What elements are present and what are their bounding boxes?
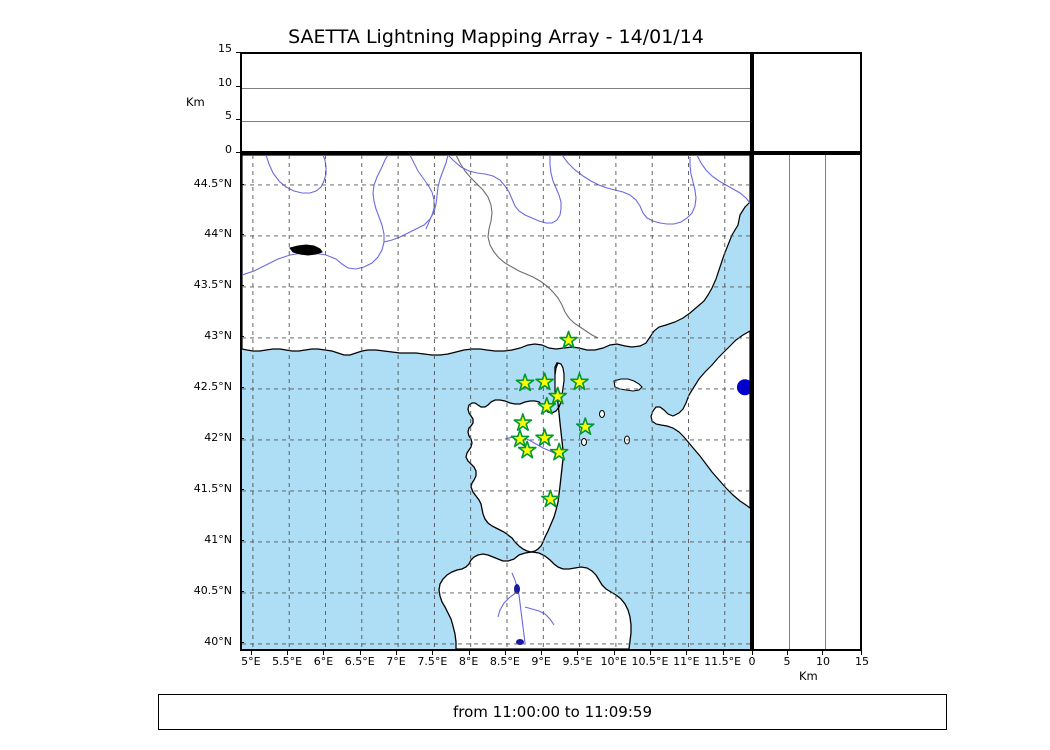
- map-ytick-43.5°N: 43.5°N: [193, 278, 232, 292]
- map-xtick-5°E: 5°E: [241, 655, 261, 668]
- map-xtick-8.5°E: 8.5°E: [489, 655, 520, 668]
- tickmark: [240, 234, 244, 236]
- right-panel-xlabel: Km: [799, 669, 818, 683]
- gridline-10km: [242, 87, 750, 89]
- graticule: [242, 155, 750, 649]
- time-range-box: from 11:00:00 to 11:09:59: [158, 694, 947, 730]
- altitude-vs-latitude-panel: [752, 153, 862, 651]
- tickmark: [236, 52, 240, 53]
- right-xtick-15: 15: [855, 655, 869, 668]
- right-xtick-0: 0: [748, 655, 756, 668]
- tickmark: [722, 651, 724, 655]
- tickmark: [287, 651, 289, 655]
- map-xtick-7.5°E: 7.5°E: [417, 655, 448, 668]
- map-xtick-7°E: 7°E: [386, 655, 406, 668]
- map-xtick-6°E: 6°E: [313, 655, 334, 668]
- tickmark: [577, 651, 579, 655]
- right-xtick-5: 5: [783, 655, 791, 668]
- coastline-sardinia: [438, 551, 632, 649]
- map-xtick-11°E: 11°E: [673, 655, 700, 668]
- top-ytick-15: 15: [218, 42, 232, 55]
- map-ytick-42°N: 42°N: [204, 431, 232, 445]
- map-ytick-41.5°N: 41.5°N: [193, 482, 232, 496]
- tickmark: [541, 651, 543, 655]
- tickmark: [650, 651, 652, 655]
- river-sardinia-2: [497, 591, 518, 618]
- map-xtick-9.5°E: 9.5°E: [562, 655, 593, 668]
- gridline-10km: [824, 155, 826, 649]
- tickmark: [613, 651, 615, 655]
- tickmark: [250, 651, 252, 655]
- corner-panel: [752, 52, 862, 153]
- tickmark: [236, 119, 240, 121]
- tickmark: [240, 590, 244, 592]
- tickmark: [236, 152, 240, 153]
- top-ytick-0: 0: [225, 143, 232, 156]
- map-ytick-44.5°N: 44.5°N: [193, 176, 232, 190]
- river-tributary-1: [265, 155, 327, 194]
- national-border: [455, 155, 599, 339]
- map-xtick-9°E: 9°E: [531, 655, 551, 668]
- tickmark: [240, 641, 244, 643]
- tickmark: [504, 651, 506, 655]
- top-panel-ylabel: Km: [186, 95, 205, 109]
- tickmark: [240, 183, 244, 185]
- vhf-source-dot: [736, 379, 750, 396]
- map-ytick-40.5°N: 40.5°N: [193, 583, 232, 597]
- tickmark: [468, 651, 470, 655]
- tickmark: [236, 85, 240, 87]
- page-title: SAETTA Lightning Mapping Array - 14/01/1…: [288, 26, 704, 48]
- island-capraia: [599, 410, 605, 418]
- vhf-source-markers: [736, 379, 750, 396]
- tickmark: [752, 651, 753, 655]
- tickmark: [240, 540, 244, 542]
- river-sardinia-3: [524, 606, 555, 626]
- river-po: [447, 155, 562, 224]
- time-range-label: from 11:00:00 to 11:09:59: [452, 703, 652, 721]
- map-xtick-11.5°E: 11.5°E: [704, 655, 742, 668]
- map-xtick-10°E: 10°E: [600, 655, 627, 668]
- right-xtick-10: 10: [816, 655, 830, 668]
- tickmark: [240, 489, 244, 491]
- map-xtick-8°E: 8°E: [458, 655, 479, 668]
- tickmark: [432, 651, 434, 655]
- map-ytick-42.5°N: 42.5°N: [193, 380, 232, 394]
- river-tributary-4: [409, 155, 435, 230]
- map-panel[interactable]: [240, 153, 752, 651]
- top-ytick-10: 10: [218, 75, 232, 89]
- map-xtick-5.5°E: 5.5°E: [272, 655, 303, 668]
- river-adige: [561, 155, 697, 225]
- river-rhone: [242, 155, 389, 276]
- tickmark: [240, 285, 244, 287]
- map-ytick-43°N: 43°N: [204, 329, 232, 343]
- map-xtick-6.5°E: 6.5°E: [344, 655, 375, 668]
- tickmark: [240, 387, 244, 389]
- map-ytick-41°N: 41°N: [204, 533, 232, 547]
- river-tributary-3: [696, 155, 750, 204]
- tickmark: [861, 651, 862, 655]
- map-xtick-10.5°E: 10.5°E: [631, 655, 669, 668]
- gridline-5km: [789, 155, 791, 649]
- tickmark: [323, 651, 325, 655]
- map-ytick-40°N: 40°N: [204, 634, 232, 648]
- map-ytick-44°N: 44°N: [204, 227, 232, 241]
- top-ytick-5: 5: [225, 109, 232, 122]
- river-sardinia-1: [511, 572, 526, 644]
- etang-de-berre: [289, 244, 323, 256]
- tickmark: [686, 651, 688, 655]
- gridline-5km: [242, 121, 750, 123]
- altitude-vs-longitude-panel: [240, 52, 752, 153]
- tickmark: [822, 651, 823, 655]
- island-gorgona: [581, 438, 587, 446]
- lake-sardinia-1: [514, 584, 520, 594]
- tickmark: [787, 651, 788, 655]
- tickmark: [359, 651, 361, 655]
- tickmark: [396, 651, 398, 655]
- tickmark: [240, 336, 244, 338]
- tickmark: [240, 438, 244, 440]
- map-graphic: [242, 155, 750, 649]
